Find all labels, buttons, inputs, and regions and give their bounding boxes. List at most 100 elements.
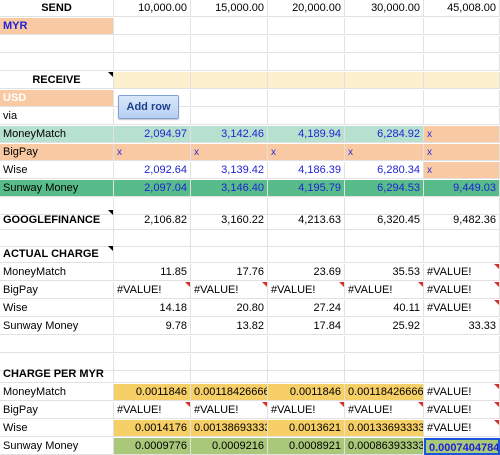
empty-cell[interactable] (424, 18, 500, 35)
receive-label[interactable]: RECEIVE (0, 72, 114, 89)
empty-cell[interactable] (114, 336, 191, 353)
empty-cell[interactable] (345, 90, 424, 107)
empty-cell[interactable] (424, 72, 500, 89)
charge-per-myr-cell[interactable]: 0.0013621 (268, 420, 345, 437)
charge-cell[interactable]: 33.33 (424, 318, 500, 335)
empty-cell[interactable] (424, 108, 500, 125)
charge-per-myr-cell[interactable]: 0.0009216 (191, 438, 268, 455)
receive-amount-cell[interactable]: 4,189.94 (268, 126, 345, 143)
empty-cell[interactable] (114, 108, 191, 125)
charge-per-myr-row-name[interactable]: BigPay (0, 402, 114, 419)
charge-cell[interactable]: 14.18 (114, 300, 191, 317)
empty-cell[interactable] (0, 54, 114, 71)
charge-per-myr-row-name[interactable]: Sunway Money (0, 438, 114, 455)
receive-amount-cell[interactable]: 6,284.92 (345, 126, 424, 143)
empty-cell[interactable] (191, 198, 268, 215)
googlefinance-label[interactable]: GOOGLEFINANCE (0, 210, 114, 230)
empty-cell[interactable] (268, 198, 345, 215)
charge-error-cell[interactable]: #VALUE! (268, 282, 345, 299)
charge-error-cell[interactable]: #VALUE! (191, 282, 268, 299)
charge-cell[interactable]: 13.82 (191, 318, 268, 335)
receive-amount-cell[interactable]: x (114, 144, 191, 161)
charge-cell[interactable]: 17.84 (268, 318, 345, 335)
empty-cell[interactable] (0, 354, 114, 371)
empty-cell[interactable] (424, 90, 500, 107)
charge-per-myr-cell[interactable]: 0.001386933333 (191, 420, 268, 437)
charge-per-myr-selected-cell[interactable]: 0.00074047842 (424, 438, 500, 455)
receive-amount-cell[interactable]: 9,449.03 (424, 180, 500, 197)
empty-cell[interactable] (345, 198, 424, 215)
charge-per-myr-cell[interactable]: 0.000863933333 (345, 438, 424, 455)
empty-cell[interactable] (268, 108, 345, 125)
empty-cell[interactable] (191, 230, 268, 247)
empty-cell[interactable] (0, 336, 114, 353)
empty-cell[interactable] (191, 354, 268, 371)
receive-amount-cell[interactable]: 6,294.53 (345, 180, 424, 197)
charge-per-myr-row-name[interactable]: MoneyMatch (0, 384, 114, 401)
empty-cell[interactable] (268, 354, 345, 371)
charge-error-cell[interactable]: #VALUE! (424, 300, 500, 317)
charge-per-myr-error-cell[interactable]: #VALUE! (268, 402, 345, 419)
charge-error-cell[interactable]: #VALUE! (424, 282, 500, 299)
charge-error-cell[interactable]: #VALUE! (114, 282, 191, 299)
empty-cell[interactable] (268, 246, 345, 263)
empty-cell[interactable] (424, 54, 500, 71)
receive-amount-cell[interactable]: 4,195.79 (268, 180, 345, 197)
receive-amount-cell[interactable]: 2,092.64 (114, 162, 191, 179)
send-amount-cell[interactable]: 10,000.00 (114, 0, 191, 17)
receive-amount-cell[interactable]: 3,139.42 (191, 162, 268, 179)
empty-cell[interactable] (268, 230, 345, 247)
empty-cell[interactable] (191, 54, 268, 71)
charge-per-myr-error-cell[interactable]: #VALUE! (114, 402, 191, 419)
charge-cell[interactable]: 11.85 (114, 264, 191, 281)
charge-per-myr-cell[interactable]: 0.0014176 (114, 420, 191, 437)
receive-amount-cell[interactable]: x (345, 144, 424, 161)
charge-per-myr-cell[interactable]: 0.0008921 (268, 438, 345, 455)
charge-row-name[interactable]: Wise (0, 300, 114, 317)
empty-cell[interactable] (114, 366, 191, 383)
charge-cell[interactable]: 25.92 (345, 318, 424, 335)
empty-cell[interactable] (268, 90, 345, 107)
charge-per-myr-error-cell[interactable]: #VALUE! (424, 420, 500, 437)
charge-row-name[interactable]: BigPay (0, 282, 114, 299)
charge-per-myr-cell[interactable]: 0.0011846 (268, 384, 345, 401)
empty-cell[interactable] (114, 198, 191, 215)
empty-cell[interactable] (191, 18, 268, 35)
provider-name[interactable]: Wise (0, 162, 114, 179)
charge-error-cell[interactable]: #VALUE! (345, 282, 424, 299)
receive-amount-cell[interactable]: x (191, 144, 268, 161)
charge-cell[interactable]: 17.76 (191, 264, 268, 281)
empty-cell[interactable] (191, 90, 268, 107)
charge-cell[interactable]: 40.11 (345, 300, 424, 317)
charge-row-name[interactable]: Sunway Money (0, 318, 114, 335)
charge-per-myr-label[interactable]: CHARGE PER MYR (0, 366, 114, 383)
empty-cell[interactable] (424, 230, 500, 247)
empty-cell[interactable] (191, 246, 268, 263)
empty-cell[interactable] (268, 336, 345, 353)
provider-name[interactable]: MoneyMatch (0, 126, 114, 143)
empty-cell[interactable] (0, 230, 114, 247)
charge-cell[interactable]: 27.24 (268, 300, 345, 317)
send-label[interactable]: SEND (0, 0, 114, 17)
receive-amount-cell[interactable]: x (424, 162, 500, 179)
actual-charge-label[interactable]: ACTUAL CHARGE (0, 246, 114, 263)
receive-currency-cell[interactable]: USD (0, 90, 114, 107)
receive-amount-cell[interactable]: 4,186.39 (268, 162, 345, 179)
empty-cell[interactable] (114, 36, 191, 53)
charge-per-myr-error-cell[interactable]: #VALUE! (424, 402, 500, 419)
charge-per-myr-row-name[interactable]: Wise (0, 420, 114, 437)
send-amount-cell[interactable]: 30,000.00 (345, 0, 424, 17)
empty-cell[interactable] (0, 198, 114, 215)
charge-cell[interactable]: 9.78 (114, 318, 191, 335)
charge-per-myr-error-cell[interactable]: #VALUE! (191, 402, 268, 419)
empty-cell[interactable] (345, 108, 424, 125)
empty-cell[interactable] (191, 72, 268, 89)
empty-cell[interactable] (345, 36, 424, 53)
empty-cell[interactable] (345, 18, 424, 35)
empty-cell[interactable] (114, 354, 191, 371)
charge-row-name[interactable]: MoneyMatch (0, 264, 114, 281)
charge-per-myr-cell[interactable]: 0.001184266667 (345, 384, 424, 401)
receive-amount-cell[interactable]: 2,097.04 (114, 180, 191, 197)
empty-cell[interactable] (191, 36, 268, 53)
charge-cell[interactable]: 35.53 (345, 264, 424, 281)
